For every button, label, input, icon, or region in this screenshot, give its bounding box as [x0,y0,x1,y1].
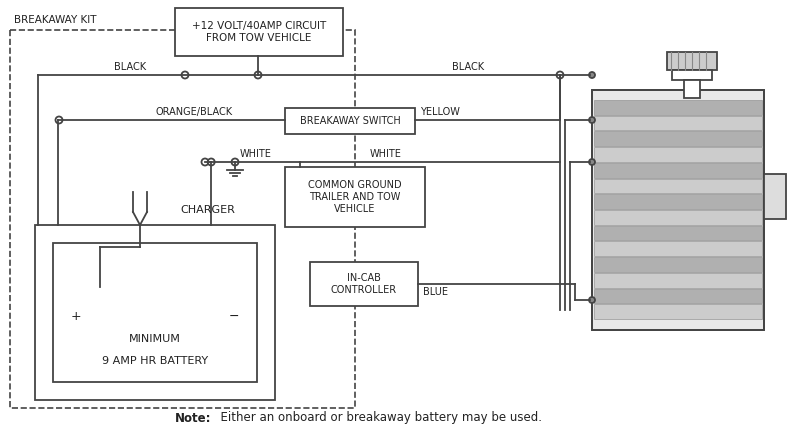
Circle shape [254,71,262,78]
Bar [594,131,762,146]
Bar [594,273,762,288]
Circle shape [55,116,62,124]
Text: +: + [70,310,81,323]
Text: IN-CAB
CONTROLLER: IN-CAB CONTROLLER [331,273,397,295]
Text: +12 VOLT/40AMP CIRCUIT
FROM TOW VEHICLE: +12 VOLT/40AMP CIRCUIT FROM TOW VEHICLE [192,21,326,43]
Circle shape [208,158,214,166]
Text: CHARGER: CHARGER [180,205,235,215]
Text: Note:: Note: [175,411,211,425]
Text: WHITE: WHITE [370,149,402,159]
Circle shape [557,71,563,78]
Bar [594,257,762,272]
Text: MINIMUM: MINIMUM [129,334,181,344]
Circle shape [182,71,189,78]
Circle shape [589,117,595,123]
Bar [594,304,762,319]
Bar [594,100,762,115]
Text: ORANGE/BLACK: ORANGE/BLACK [155,107,232,117]
Bar [594,241,762,256]
Text: COMMON GROUND
TRAILER AND TOW
VEHICLE: COMMON GROUND TRAILER AND TOW VEHICLE [308,180,402,214]
Circle shape [589,72,595,78]
Text: 9 AMP HR BATTERY: 9 AMP HR BATTERY [102,357,208,366]
Text: WHITE: WHITE [240,149,272,159]
Bar [672,70,712,80]
Bar [592,90,764,330]
Bar [594,226,762,241]
Bar [684,80,700,98]
Circle shape [88,286,112,310]
Text: YELLOW: YELLOW [420,107,460,117]
Circle shape [198,286,222,310]
Bar [310,262,418,306]
Bar [594,163,762,178]
Bar [764,174,786,219]
Circle shape [589,159,595,165]
Bar [594,116,762,131]
Circle shape [231,158,238,166]
Bar [10,30,355,408]
Bar [53,243,257,382]
Text: BLUE: BLUE [423,287,448,297]
Bar [594,194,762,209]
Text: BLACK: BLACK [452,62,484,72]
Bar [285,108,415,134]
Circle shape [589,297,595,303]
Text: Either an onboard or breakaway battery may be used.: Either an onboard or breakaway battery m… [213,411,542,425]
Bar [594,210,762,225]
Bar [592,90,764,330]
Bar [285,167,425,227]
Circle shape [202,158,209,166]
Text: BREAKAWAY SWITCH: BREAKAWAY SWITCH [300,116,400,126]
Bar [35,225,275,400]
Bar [594,288,762,303]
Bar [594,147,762,162]
Bar [594,178,762,193]
Text: BREAKAWAY KIT: BREAKAWAY KIT [14,15,97,25]
Text: BLACK: BLACK [114,62,146,72]
Bar [175,8,343,56]
Bar [666,52,717,70]
Text: −: − [229,310,239,323]
